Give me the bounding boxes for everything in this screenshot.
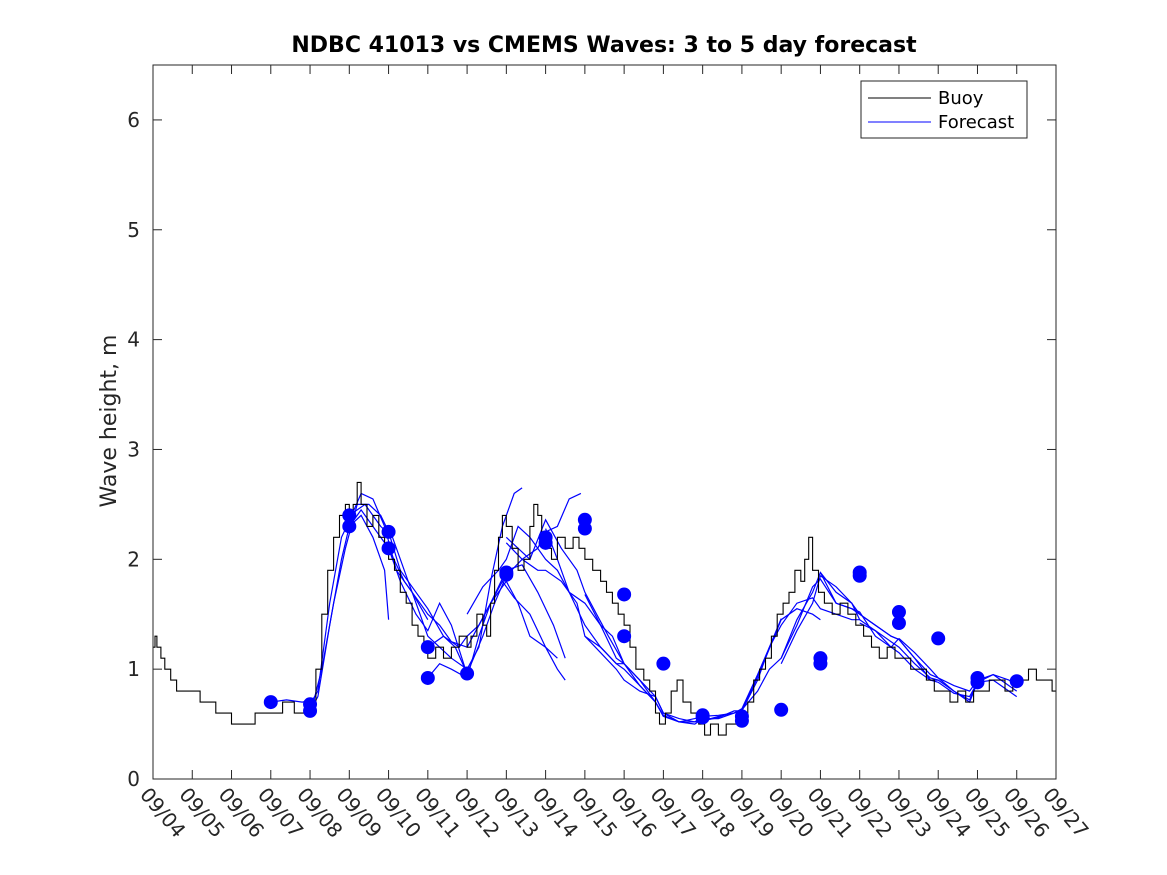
forecast-marker: [381, 524, 396, 539]
forecast-marker: [538, 535, 553, 550]
legend-buoy-label: Buoy: [938, 88, 984, 109]
y-tick-label: 3: [127, 437, 140, 461]
plot-background: [153, 65, 1056, 779]
tick-layer: [152, 65, 1057, 780]
y-tick-label: 6: [127, 108, 140, 132]
forecast-marker: [617, 629, 632, 644]
axes-box: [152, 64, 1057, 780]
forecast-marker: [774, 702, 789, 717]
forecast-marker: [813, 651, 828, 666]
forecast-marker: [891, 616, 906, 631]
forecast-marker: [381, 541, 396, 556]
y-tick-label: 2: [127, 547, 140, 571]
forecast-marker: [656, 656, 671, 671]
forecast-run-line: [898, 637, 1018, 692]
forecast-marker: [695, 710, 710, 725]
y-axis-label: Wave height, m: [97, 335, 122, 508]
forecast-run-line: [780, 571, 979, 698]
legend-forecast-label: Forecast: [938, 112, 1014, 133]
forecast-marker: [734, 713, 749, 728]
y-tick-labels: 0 1 2 3 4 5 6: [127, 108, 140, 791]
plot-area: [152, 64, 1057, 780]
forecast-marker: [970, 675, 985, 690]
buoy-series-line: [153, 481, 1056, 736]
forecast-marker: [420, 640, 435, 655]
forecast-marker: [460, 666, 475, 681]
forecast-marker: [617, 587, 632, 602]
forecast-marker: [420, 670, 435, 685]
y-tick-label: 0: [127, 767, 140, 791]
forecast-marker: [263, 695, 278, 710]
forecast-marker: [303, 697, 318, 712]
series-layer: [153, 481, 1056, 736]
forecast-marker: [931, 631, 946, 646]
forecast-marker: [577, 521, 592, 536]
marker-layer: [263, 508, 1024, 728]
forecast-marker: [342, 508, 357, 523]
y-tick-label: 1: [127, 657, 140, 681]
forecast-marker: [499, 567, 514, 582]
y-tick-label: 5: [127, 218, 140, 242]
y-tick-label: 4: [127, 328, 140, 352]
chart-title: NDBC 41013 vs CMEMS Waves: 3 to 5 day fo…: [291, 33, 917, 58]
forecast-run-line: [505, 518, 625, 664]
forecast-marker: [1009, 674, 1024, 689]
forecast-run-line: [819, 572, 1018, 701]
legend: Buoy Forecast: [860, 80, 1028, 139]
forecast-marker: [852, 568, 867, 583]
forecast-run-line: [741, 578, 900, 711]
legend-box: [860, 80, 1028, 139]
